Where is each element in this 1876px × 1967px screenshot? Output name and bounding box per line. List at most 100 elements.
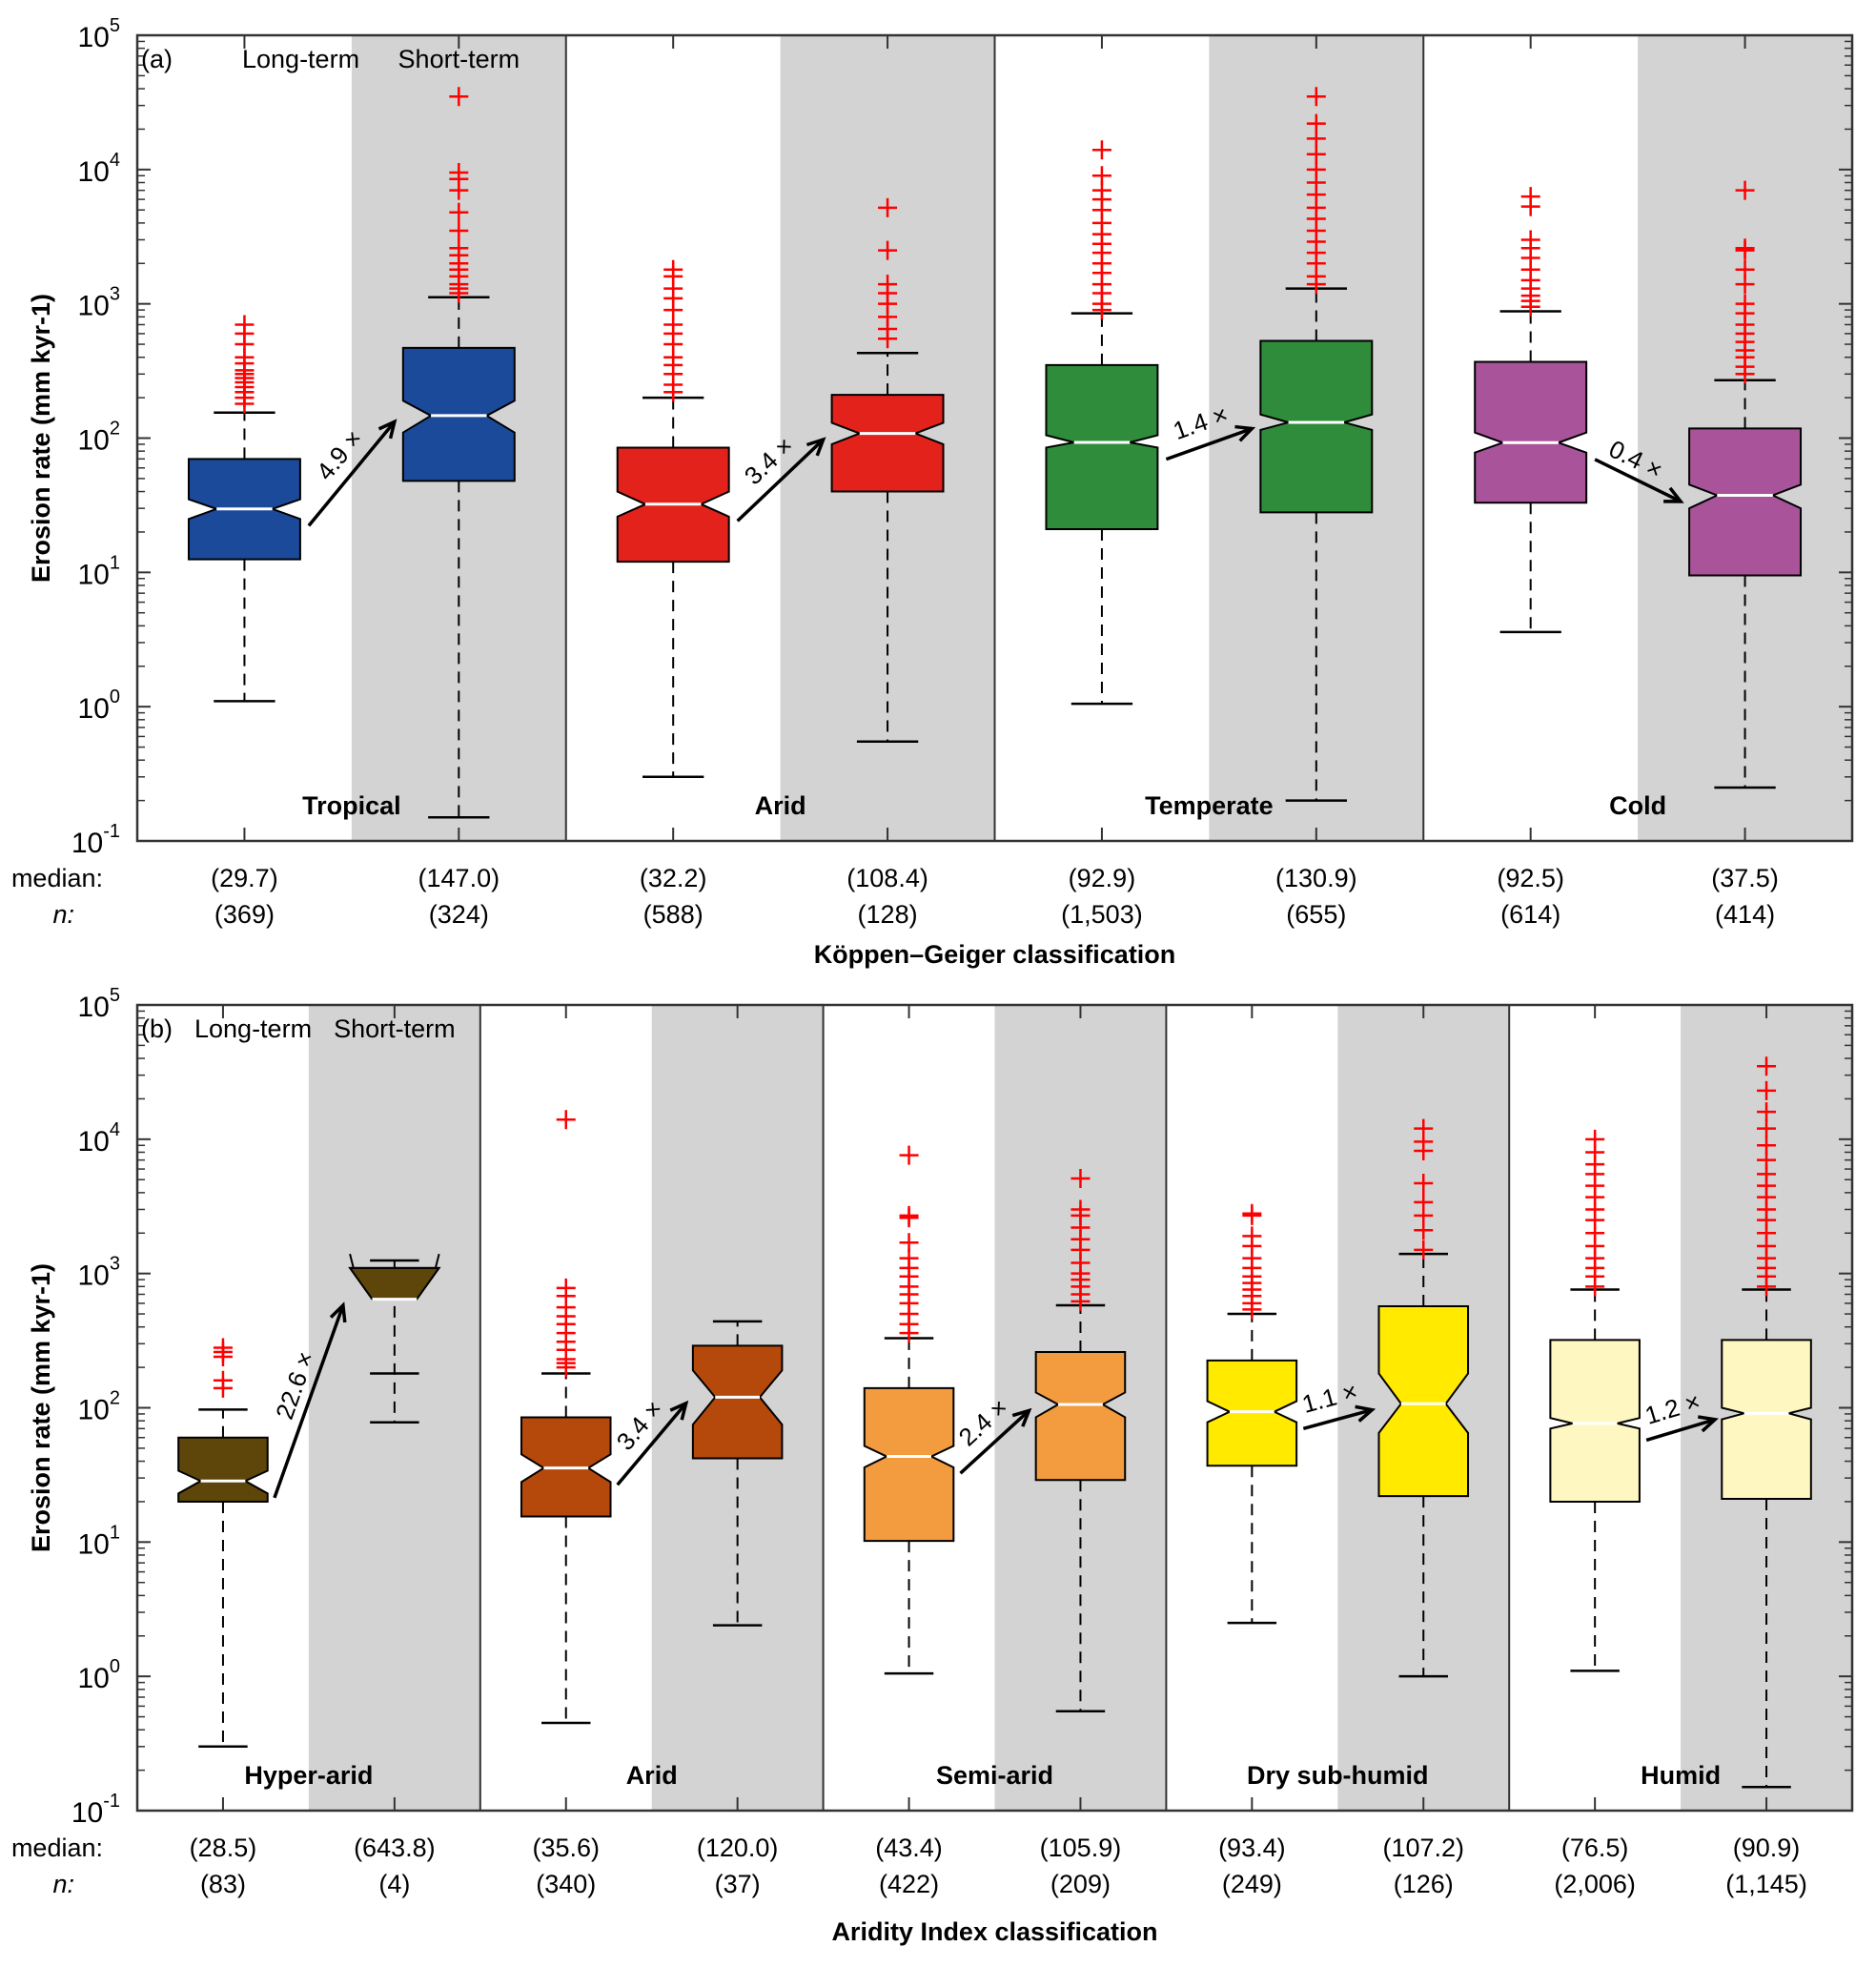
box bbox=[1034, 1351, 1127, 1482]
outlier-marker bbox=[899, 1145, 919, 1165]
box bbox=[691, 1344, 784, 1460]
y-tick-label: 100 bbox=[78, 686, 121, 725]
y-axis-title: Erosion rate (mm kyr-1) bbox=[27, 294, 55, 583]
box bbox=[1549, 1339, 1641, 1503]
box bbox=[863, 1386, 955, 1543]
category-label: Hyper-arid bbox=[244, 1761, 373, 1790]
y-tick-label: 10-1 bbox=[71, 1791, 120, 1829]
median-row-label: median: bbox=[11, 1834, 103, 1862]
outlier-marker bbox=[1735, 238, 1755, 258]
category-label: Arid bbox=[755, 791, 806, 820]
y-tick-label: 103 bbox=[78, 284, 121, 322]
median-value: (92.5) bbox=[1497, 864, 1564, 892]
outlier-marker bbox=[1091, 140, 1111, 160]
arrow-head bbox=[1355, 1404, 1376, 1423]
outlier-marker bbox=[1735, 180, 1755, 200]
median-value: (92.9) bbox=[1069, 864, 1136, 892]
arrow-shaft bbox=[307, 420, 397, 527]
y-tick-label: 104 bbox=[78, 1119, 121, 1158]
n-value: (2,006) bbox=[1554, 1870, 1636, 1898]
panel-a: 10-1 100 101 102 103 104 105 Erosion rate (mm k… bbox=[11, 15, 1854, 969]
outlier-marker bbox=[899, 1205, 919, 1225]
outlier-marker bbox=[234, 315, 255, 335]
n-value: (340) bbox=[536, 1870, 596, 1898]
arrow-head bbox=[805, 437, 826, 457]
outlier-marker bbox=[878, 240, 898, 260]
y-tick-label: 105 bbox=[78, 985, 121, 1023]
short-term-header: Short-term bbox=[398, 45, 520, 73]
n-value: (588) bbox=[643, 900, 704, 929]
arrow-shaft bbox=[1165, 426, 1253, 461]
median-value: (93.4) bbox=[1218, 1834, 1286, 1862]
outlier-marker bbox=[1071, 1199, 1091, 1219]
box bbox=[1474, 360, 1588, 504]
category-label: Arid bbox=[626, 1761, 678, 1790]
median-value: (105.9) bbox=[1040, 1834, 1122, 1862]
n-value: (1,145) bbox=[1725, 1870, 1807, 1898]
outlier-marker bbox=[449, 221, 469, 241]
outlier-marker bbox=[1520, 187, 1540, 207]
n-row-label: n: bbox=[52, 900, 74, 929]
outlier-marker bbox=[556, 1278, 576, 1298]
arrow-shaft bbox=[959, 1409, 1030, 1475]
median-value: (147.0) bbox=[418, 864, 500, 892]
panel-letter: (a) bbox=[141, 45, 173, 73]
n-row-label: n: bbox=[52, 1870, 74, 1898]
median-value: (107.2) bbox=[1382, 1834, 1464, 1862]
notch-edge bbox=[349, 1253, 355, 1269]
n-value: (422) bbox=[879, 1870, 939, 1898]
outlier-marker bbox=[1242, 1203, 1262, 1223]
outlier-marker bbox=[878, 275, 898, 295]
n-value: (209) bbox=[1050, 1870, 1111, 1898]
arrow-head bbox=[377, 419, 398, 440]
y-tick-label: 10-1 bbox=[71, 821, 120, 859]
outlier-marker bbox=[1414, 1118, 1434, 1138]
outlier-marker bbox=[1520, 230, 1540, 250]
n-value: (369) bbox=[214, 900, 275, 929]
arrow-head bbox=[329, 1301, 347, 1323]
median-value: (28.5) bbox=[190, 1834, 257, 1862]
arrow-shaft bbox=[1594, 458, 1682, 503]
arrow-shaft bbox=[736, 438, 825, 522]
arrow-head bbox=[1698, 1415, 1719, 1433]
n-value: (324) bbox=[429, 900, 489, 929]
outlier-marker bbox=[1757, 1056, 1777, 1076]
median-value: (29.7) bbox=[211, 864, 278, 892]
category-label: Semi-arid bbox=[936, 1761, 1053, 1790]
median-value: (32.2) bbox=[640, 864, 707, 892]
outlier-marker bbox=[1757, 1102, 1777, 1122]
outlier-marker bbox=[878, 197, 898, 217]
box bbox=[1688, 427, 1803, 577]
box bbox=[1377, 1305, 1470, 1498]
outlier-marker bbox=[1306, 87, 1326, 107]
median-value: (37.5) bbox=[1711, 864, 1779, 892]
y-tick-label: 103 bbox=[78, 1254, 121, 1292]
n-value: (1,503) bbox=[1061, 900, 1143, 929]
arrow-shaft bbox=[1302, 1408, 1373, 1430]
y-tick-label: 105 bbox=[78, 15, 121, 53]
n-value: (414) bbox=[1715, 900, 1775, 929]
y-tick-label: 102 bbox=[78, 419, 121, 457]
arrow-shaft bbox=[273, 1304, 345, 1499]
outlier-marker bbox=[1757, 1136, 1777, 1156]
outlier-marker bbox=[1735, 259, 1755, 279]
n-value: (655) bbox=[1286, 900, 1346, 929]
n-value: (249) bbox=[1222, 1870, 1282, 1898]
outlier-marker bbox=[1414, 1192, 1434, 1212]
box bbox=[1259, 339, 1374, 514]
n-value: (83) bbox=[200, 1870, 246, 1898]
outlier-marker bbox=[1757, 1080, 1777, 1100]
median-value: (35.6) bbox=[532, 1834, 600, 1862]
median-value: (108.4) bbox=[846, 864, 928, 892]
y-axis-title: Erosion rate (mm kyr-1) bbox=[27, 1263, 55, 1552]
median-value: (90.9) bbox=[1733, 1834, 1801, 1862]
long-term-header: Long-term bbox=[194, 1014, 312, 1043]
n-value: (4) bbox=[378, 1870, 410, 1898]
median-value: (643.8) bbox=[354, 1834, 436, 1862]
median-value: (120.0) bbox=[697, 1834, 779, 1862]
category-label: Humid bbox=[1641, 1761, 1721, 1790]
category-label: Temperate bbox=[1145, 791, 1274, 820]
outlier-marker bbox=[1242, 1226, 1262, 1246]
notch-edge bbox=[434, 1253, 440, 1269]
